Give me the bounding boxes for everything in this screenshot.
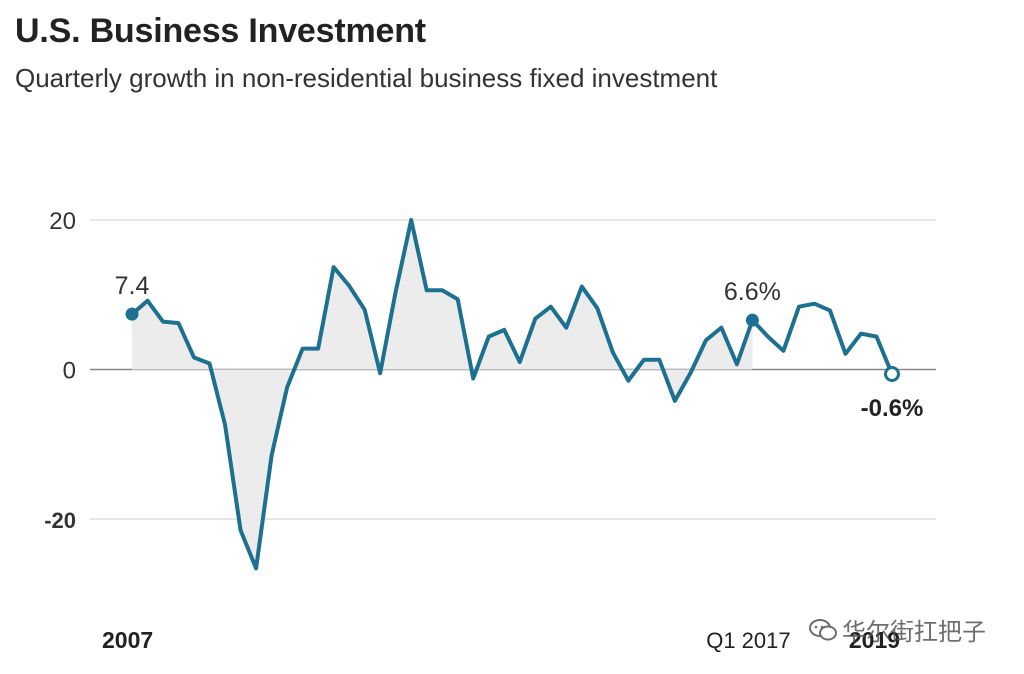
- x-tick-label: 2007: [102, 627, 153, 653]
- marker-layer: [125, 307, 900, 382]
- y-tick-label: 0: [63, 358, 76, 385]
- label-layer: 20 0 -20 7.4 6.6% -0.6% 2007 Q1 2017 2019: [44, 208, 923, 653]
- highlighted-point: [745, 313, 759, 327]
- highlighted-point: [125, 307, 139, 321]
- chart-title: U.S. Business Investment: [15, 12, 426, 50]
- y-tick-label: 20: [49, 208, 76, 235]
- data-label: 7.4: [115, 272, 150, 300]
- chart-subtitle: Quarterly growth in non-residential busi…: [15, 63, 718, 93]
- highlighted-point: [884, 365, 900, 382]
- watermark: 华尔街扛把子: [808, 612, 986, 647]
- series-line: [130, 218, 894, 571]
- chat-bubbles-icon: [809, 618, 837, 640]
- line-layer: [130, 218, 894, 571]
- data-label: 6.6%: [724, 278, 781, 306]
- data-label: -0.6%: [861, 395, 924, 422]
- watermark-text: 华尔街扛把子: [842, 618, 986, 646]
- y-tick-label: -20: [44, 508, 76, 533]
- x-tick-label: 2019: [849, 627, 900, 653]
- shaded-area: [132, 220, 753, 569]
- fill-layer: [132, 220, 753, 569]
- x-tick-label: Q1 2017: [706, 628, 790, 653]
